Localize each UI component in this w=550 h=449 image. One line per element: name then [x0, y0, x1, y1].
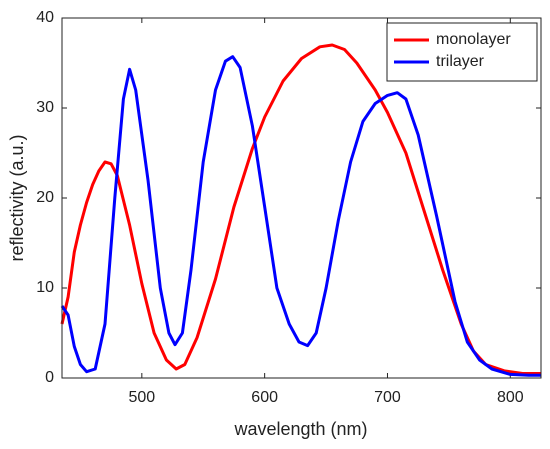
- y-tick-label: 40: [36, 9, 54, 26]
- y-tick-label: 10: [36, 279, 54, 296]
- y-tick-label: 30: [36, 99, 54, 116]
- legend-label: trilayer: [436, 53, 485, 70]
- x-axis-label: wavelength (nm): [233, 419, 367, 439]
- legend-label: monolayer: [436, 31, 511, 48]
- x-tick-label: 500: [128, 389, 155, 406]
- x-tick-label: 800: [497, 389, 524, 406]
- series-line: [60, 55, 541, 377]
- y-tick-label: 20: [36, 189, 54, 206]
- y-axis-label: reflectivity (a.u.): [7, 134, 27, 261]
- x-tick-label: 700: [374, 389, 401, 406]
- plot-frame: [61, 17, 542, 379]
- x-tick-label: 600: [251, 389, 278, 406]
- y-tick-label: 0: [45, 369, 54, 386]
- series-line: [60, 43, 541, 375]
- legend-box: [386, 22, 538, 82]
